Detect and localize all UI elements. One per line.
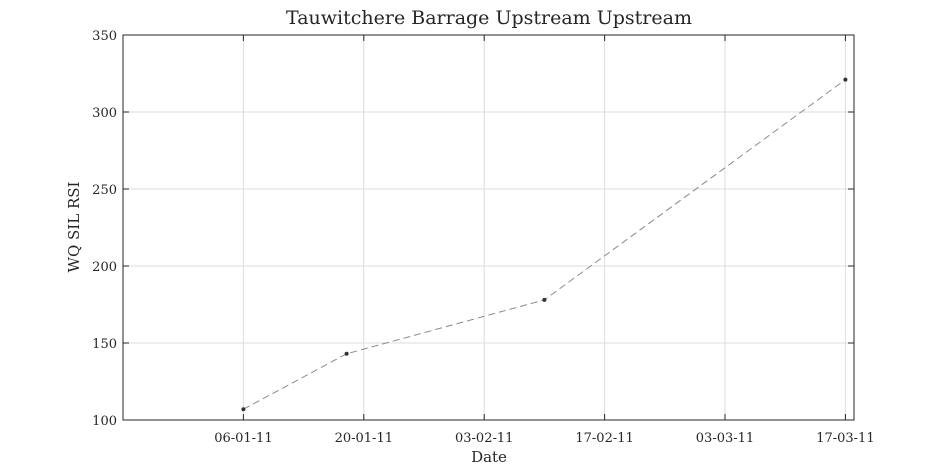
- data-point: [241, 407, 246, 412]
- x-axis-label: Date: [471, 448, 507, 466]
- grid: [123, 34, 854, 421]
- x-tick-label: 20-01-11: [335, 431, 393, 446]
- y-tick-label: 100: [92, 414, 117, 429]
- data-point: [542, 297, 547, 302]
- y-tick-label: 200: [92, 260, 117, 275]
- x-tick-label: 17-02-11: [575, 431, 633, 446]
- chart-title: Tauwitchere Barrage Upstream Upstream: [286, 7, 692, 29]
- axis-ticks: 06-01-11 20-01-11 03-02-11 17-02-11 03-03-11…: [92, 29, 874, 446]
- plot-frame: [122, 34, 855, 421]
- data-point: [843, 77, 848, 82]
- series-line: [243, 79, 846, 410]
- y-axis-label: WQ SIL RSI: [65, 181, 83, 272]
- x-tick-label: 06-01-11: [214, 431, 272, 446]
- data-point: [344, 351, 349, 356]
- series: [241, 77, 848, 412]
- x-tick-label: 03-03-11: [696, 431, 754, 446]
- x-tick-label: 03-02-11: [455, 431, 513, 446]
- y-tick-label: 250: [92, 183, 117, 198]
- y-tick-label: 150: [92, 337, 117, 352]
- y-tick-label: 300: [92, 106, 117, 121]
- y-tick-label: 350: [92, 29, 117, 44]
- x-tick-label: 17-03-11: [816, 431, 874, 446]
